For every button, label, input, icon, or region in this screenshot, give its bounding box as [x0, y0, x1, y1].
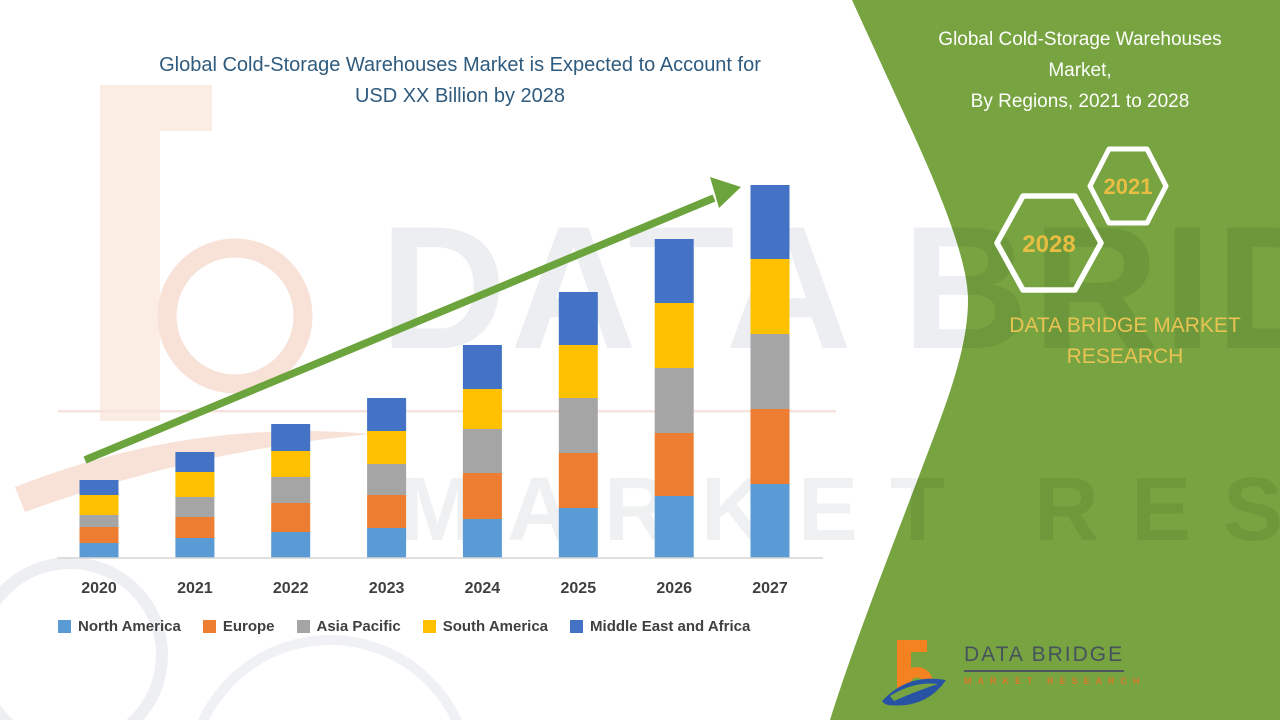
bar-segment	[654, 303, 694, 368]
side-panel-brand-text: DATA BRIDGE MARKET RESEARCH	[1009, 314, 1241, 368]
legend-swatch	[202, 620, 216, 633]
side-panel-title-line1: Global Cold-Storage Warehouses Market,	[938, 29, 1222, 81]
bar-segment	[271, 477, 311, 503]
side-panel-title-line2: By Regions, 2021 to 2028	[970, 91, 1190, 112]
x-axis-label: 2025	[561, 580, 597, 597]
bar-segment	[750, 484, 790, 558]
bar-segment	[750, 409, 790, 484]
bar-segment	[175, 497, 215, 517]
legend-label: North America	[78, 618, 181, 635]
legend-item: Europe	[202, 618, 275, 635]
x-axis-label: 2021	[177, 580, 213, 597]
x-axis-label: 2022	[273, 580, 309, 597]
x-axis-label: 2026	[656, 580, 692, 597]
bar-segment	[750, 185, 790, 259]
bar-segment	[175, 472, 215, 497]
chart-title: Global Cold-Storage Warehouses Market is…	[70, 50, 850, 112]
bar-segment	[367, 464, 407, 495]
hexagon-badge-2028: 2028	[994, 193, 1104, 293]
bar-segment	[462, 519, 502, 558]
pink-b-logo-watermark	[15, 85, 836, 512]
bar-segment	[750, 259, 790, 334]
bar-segment	[79, 515, 119, 527]
bar-segment	[367, 495, 407, 528]
x-axis-label: 2023	[369, 580, 405, 597]
legend-swatch	[422, 620, 436, 633]
bar-segment	[79, 527, 119, 543]
x-axis-label: 2024	[465, 580, 501, 597]
legend-swatch	[570, 620, 584, 633]
svg-text:MARKET RESEARCH: MARKET RESEARCH	[400, 460, 1280, 560]
hexagon-year-large: 2028	[1022, 231, 1075, 258]
data-bridge-logo-mark	[882, 640, 946, 706]
bar-segment	[654, 496, 694, 558]
bar-segment	[654, 239, 694, 303]
legend-item: Middle East and Africa	[570, 618, 750, 635]
side-panel-title: Global Cold-Storage Warehouses Market, B…	[915, 24, 1245, 117]
bar-segment	[271, 503, 311, 532]
bar-segment	[462, 389, 502, 429]
bar-segment	[271, 424, 311, 451]
legend-item: North America	[58, 618, 181, 635]
legend-swatch	[58, 620, 71, 633]
gray-swirl-watermark	[0, 557, 462, 720]
footer-sub-text: MARKET RESEARCH	[964, 676, 1146, 686]
bar-segment	[558, 453, 598, 508]
legend-label: Europe	[222, 618, 275, 635]
data-bridge-logo: DATA BRIDGE MARKET RESEARCH	[880, 633, 1146, 715]
legend-label: South America	[442, 618, 549, 635]
footer-brand-text: DATA BRIDGE	[964, 643, 1125, 672]
bar-segment	[462, 473, 502, 519]
bar-segment	[558, 345, 598, 398]
legend-item: South America	[422, 618, 549, 635]
bar-segment	[271, 451, 311, 477]
chart-legend: North America Europe Asia Pacific South Ame…	[58, 618, 750, 635]
bar-segment	[558, 508, 598, 558]
x-axis-label: 2020	[81, 580, 117, 597]
side-panel-shape	[830, 0, 1280, 720]
bar-segment	[271, 532, 311, 558]
hexagon-year-small: 2021	[1104, 174, 1153, 199]
x-axis-labels: 2020 2021 2022 2023 2024 2025 2026 2027	[81, 580, 788, 597]
trend-arrow	[83, 177, 741, 464]
bar-segment	[79, 543, 119, 558]
bar-segment	[462, 345, 502, 389]
bar-segment	[558, 398, 598, 453]
chart-title-line1: Global Cold-Storage Warehouses Market is…	[159, 54, 761, 76]
bar-segment	[462, 429, 502, 473]
bar-segment	[367, 398, 407, 431]
bar-segment	[654, 368, 694, 433]
bar-segment	[750, 334, 790, 409]
x-axis-label: 2027	[752, 580, 788, 597]
panel-watermark: DATA BRIDGE MARKET RESEARCH	[400, 191, 1280, 560]
legend-item: Asia Pacific	[296, 618, 401, 635]
bar-segment	[367, 528, 407, 558]
chart-title-line2: USD XX Billion by 2028	[354, 85, 566, 107]
bar-segment	[79, 495, 119, 515]
hexagon-badge-2021: 2021	[1087, 146, 1169, 226]
bar-segment	[367, 431, 407, 464]
legend-swatch	[296, 620, 310, 633]
legend-label: Asia Pacific	[316, 618, 401, 635]
legend-label: Middle East and Africa	[590, 618, 751, 635]
bar-segment	[558, 292, 598, 345]
bar-segment	[654, 433, 694, 496]
bar-segment	[175, 538, 215, 558]
bar-segment	[79, 480, 119, 495]
bar-segment	[175, 452, 215, 472]
bar-segment	[175, 517, 215, 538]
bars-group	[79, 185, 790, 558]
